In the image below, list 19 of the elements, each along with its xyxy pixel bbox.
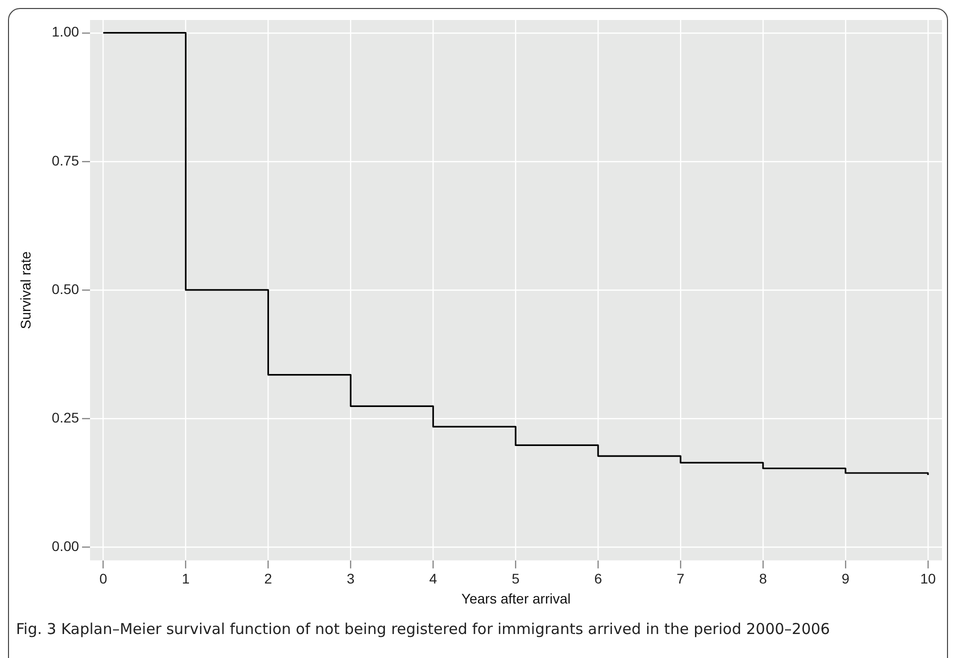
x-tick-label: 5 — [512, 570, 520, 587]
x-tick-label: 1 — [182, 570, 190, 587]
y-tick-label: 0.00 — [52, 538, 80, 554]
x-axis-title: Years after arrival — [461, 590, 571, 606]
x-tick-label: 8 — [759, 570, 768, 587]
x-tick-label: 4 — [429, 570, 438, 587]
y-tick-label: 0.75 — [52, 152, 80, 168]
y-tick-label: 1.00 — [52, 24, 80, 40]
x-tick-label: 2 — [264, 570, 272, 587]
x-tick-label: 7 — [676, 570, 685, 587]
x-tick-label: 9 — [842, 570, 850, 587]
y-tick-label: 0.25 — [52, 409, 80, 426]
x-tick-label: 6 — [594, 570, 602, 587]
y-tick-label: 0.50 — [52, 280, 80, 297]
caption: Fig. 3 Kaplan–Meier survival function of not being registered for immigrants arrived in the period 2000–2006 — [16, 620, 831, 638]
x-tick-label: 0 — [99, 570, 108, 587]
x-tick-label: 10 — [920, 570, 936, 587]
y-axis-title: Survival rate — [17, 251, 34, 330]
x-tick-label: 3 — [346, 570, 355, 587]
